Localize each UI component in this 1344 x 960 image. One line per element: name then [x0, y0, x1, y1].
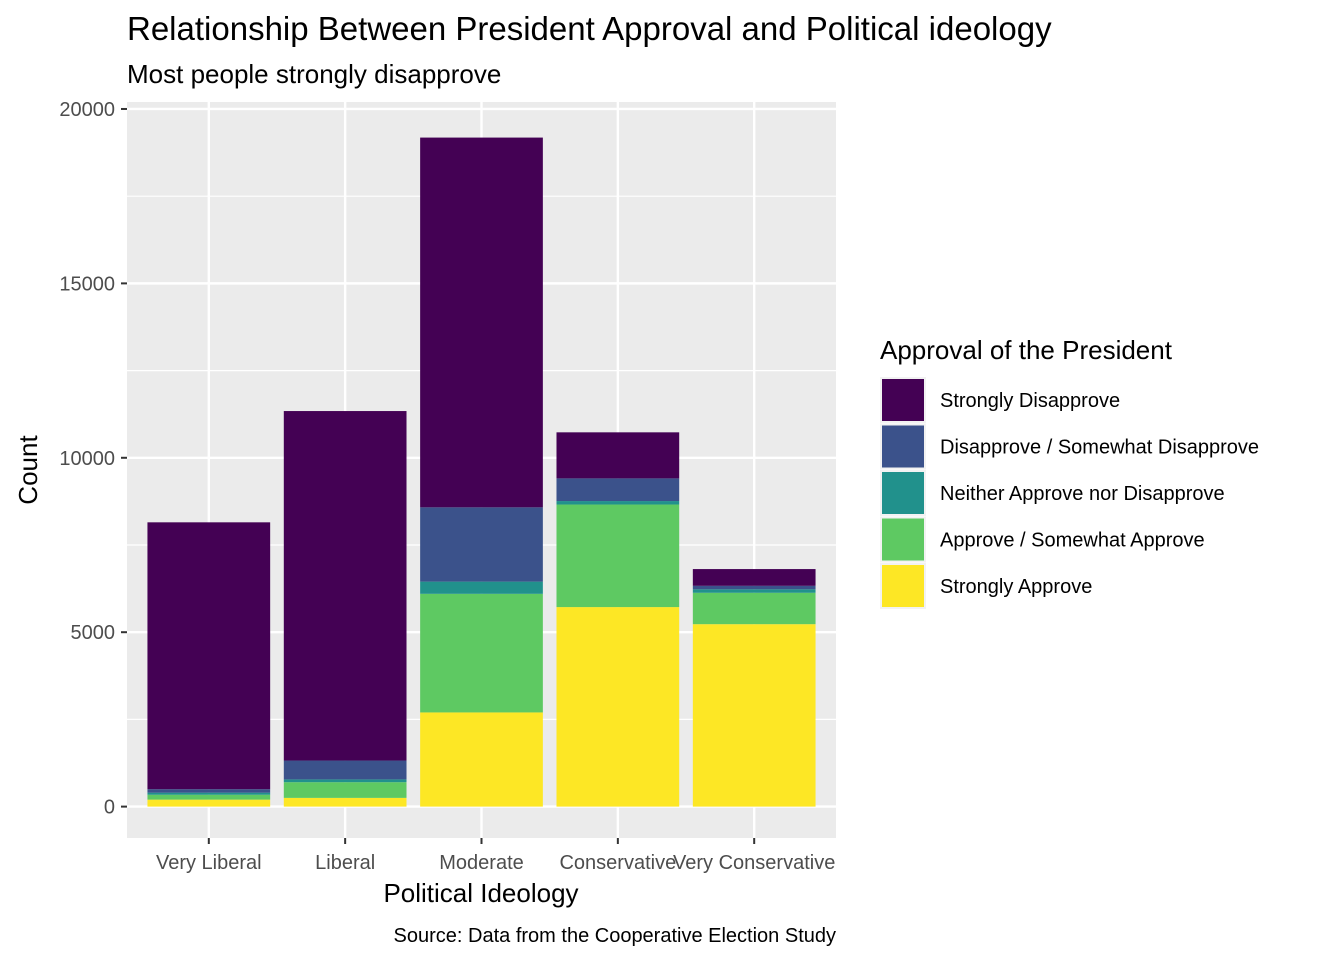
legend-swatch: [882, 518, 924, 561]
x-tick-label: Very Conservative: [673, 852, 835, 874]
bar-segment: [147, 522, 271, 790]
y-axis-title: Count: [13, 435, 43, 505]
x-tick-label: Very Liberal: [156, 852, 262, 874]
bar-segment: [556, 478, 680, 502]
bar-segment: [147, 789, 271, 793]
x-tick-label: Liberal: [315, 852, 375, 874]
legend-label: Strongly Disapprove: [940, 390, 1120, 412]
bar-segment: [692, 589, 816, 593]
legend-swatch: [882, 379, 924, 421]
x-axis-title: Political Ideology: [383, 878, 578, 908]
legend-label: Disapprove / Somewhat Disapprove: [940, 437, 1259, 459]
legend: Approval of the President Strongly Disap…: [880, 335, 1259, 609]
bar-segment: [420, 593, 543, 713]
legend-swatch: [882, 565, 924, 607]
bar-segment: [147, 792, 271, 795]
bar-segment: [283, 779, 407, 783]
x-tick-label: Conservative: [559, 852, 676, 874]
bar-segment: [283, 411, 407, 761]
bar-segment: [147, 799, 271, 807]
bar-segment: [556, 504, 680, 608]
bar-segment: [420, 581, 543, 594]
bar-segment: [692, 569, 816, 586]
legend-swatch: [882, 472, 924, 514]
y-axis: 0 5000 10000 15000 20000: [59, 99, 127, 819]
y-tick-label: 20000: [59, 99, 115, 121]
chart-caption: Source: Data from the Cooperative Electi…: [394, 925, 836, 947]
x-tick-label: Moderate: [439, 852, 524, 874]
bar-segment: [556, 501, 680, 505]
legend-label: Strongly Approve: [940, 576, 1092, 598]
y-tick-label: 10000: [59, 448, 115, 470]
bar-segment: [692, 585, 816, 590]
legend-label: Approve / Somewhat Approve: [940, 530, 1205, 552]
chart-subtitle: Most people strongly disapprove: [127, 59, 501, 89]
bar-segment: [692, 624, 816, 807]
bars: [147, 137, 816, 807]
legend-label: Neither Approve nor Disapprove: [940, 483, 1225, 505]
bar-segment: [283, 782, 407, 798]
bar-segment: [283, 797, 407, 807]
chart-title: Relationship Between President Approval …: [127, 10, 1052, 47]
bar-segment: [283, 760, 407, 780]
bar-segment: [147, 794, 271, 800]
y-tick-label: 0: [104, 797, 115, 819]
bar-segment: [556, 607, 680, 807]
bar-segment: [420, 507, 543, 582]
legend-swatch: [882, 425, 924, 468]
legend-title: Approval of the President: [880, 335, 1173, 365]
y-tick-label: 5000: [71, 622, 116, 644]
bar-segment: [420, 712, 543, 807]
y-tick-label: 15000: [59, 273, 115, 295]
bar-segment: [692, 592, 816, 625]
bar-segment: [556, 432, 680, 479]
x-axis: Very Liberal Liberal Moderate ConservativeV…: [156, 838, 835, 874]
bar-segment: [420, 137, 543, 508]
